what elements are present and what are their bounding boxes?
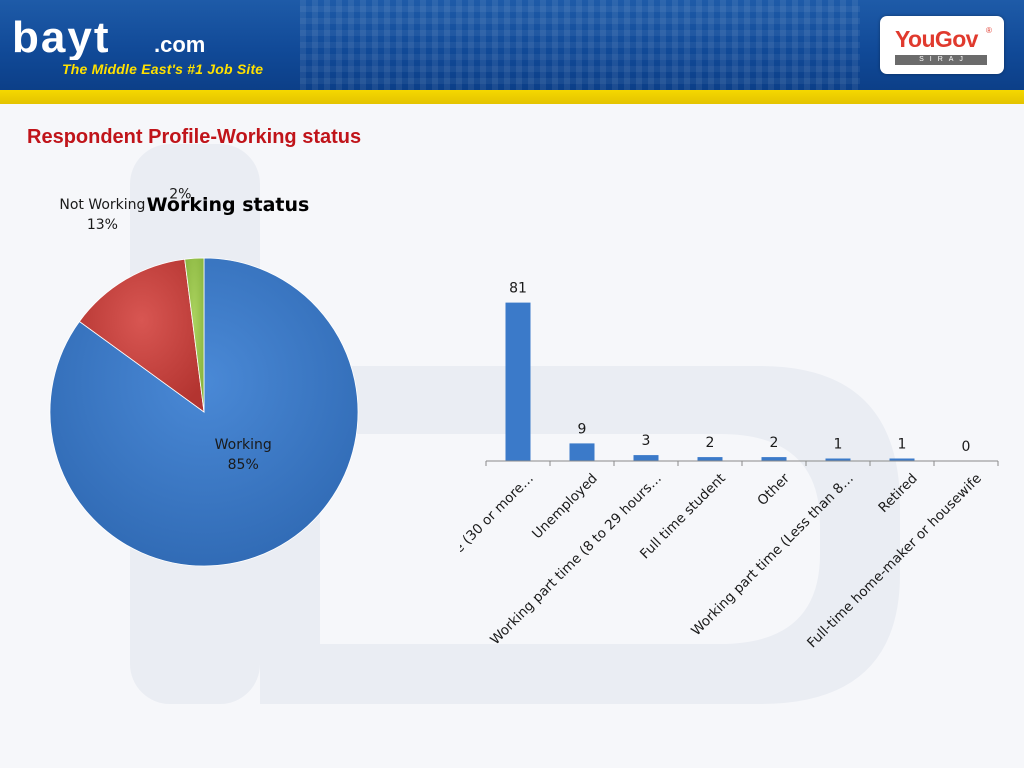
- pie-slices: [49, 257, 359, 567]
- header-accent-band: [0, 90, 1024, 104]
- pie-label-other: Other: [160, 180, 200, 182]
- bar-working-part-time-less-than-8: [825, 458, 851, 461]
- pie-slice-other: [184, 257, 205, 413]
- bar-marks: [505, 302, 915, 461]
- bar-other: [761, 457, 787, 461]
- page-title: Respondent Profile-Working status: [27, 126, 362, 148]
- header-banner: bayt .com The Middle East's #1 Job Site …: [0, 0, 1024, 90]
- x-tick-label: Retired: [875, 471, 920, 516]
- bayt-logo: bayt .com: [12, 16, 205, 60]
- bar-working-full-time-30-or-more: [505, 302, 531, 461]
- tagline: The Middle East's #1 Job Site: [62, 61, 264, 77]
- logo-word: bayt: [12, 16, 110, 60]
- bar-retired: [889, 458, 915, 461]
- yougov-subtitle: SIRAJ: [895, 55, 987, 65]
- logo-suffix: .com: [154, 32, 205, 57]
- pie-chart-title: Working status: [147, 194, 310, 216]
- bar-value-label: 0: [962, 439, 971, 455]
- x-tick-label: Other: [754, 470, 793, 509]
- bar-value-labels: 81 9 3 2 2 1 1 0: [509, 281, 970, 455]
- bar-value-label: 1: [898, 437, 907, 453]
- bar-value-label: 2: [770, 435, 779, 451]
- bar-working-part-time-8-to-29-hours: [633, 455, 659, 461]
- pie-slice-not-working: [78, 258, 205, 413]
- pie-label-working: Working: [215, 437, 272, 453]
- bar-full-time-student: [697, 457, 723, 461]
- x-axis-ticks: [485, 461, 999, 466]
- pie-pct-not-working: 13%: [87, 217, 118, 233]
- pie-labels: Working 85% Not Working 13% Other 2%: [59, 180, 271, 473]
- pie-pct-working: 85%: [228, 457, 259, 473]
- pie-label-not-working: Not Working: [59, 197, 145, 213]
- x-tick-label: Unemployed: [529, 471, 601, 543]
- working-status-pie-chart: Working status Working 85% Not Working 13% O…: [49, 180, 359, 567]
- header-pattern: [300, 0, 860, 90]
- bar-value-label: 1: [834, 437, 843, 453]
- x-axis-category-labels: Working full time (30 or more…Unemployed…: [460, 470, 985, 651]
- bar-value-label: 3: [642, 433, 651, 449]
- registered-mark-icon: ®: [986, 26, 992, 35]
- bar-value-label: 2: [706, 435, 715, 451]
- bar-value-label: 9: [578, 421, 587, 437]
- yougov-logo: YouGov ® SIRAJ: [880, 16, 1004, 74]
- bar-value-label: 81: [509, 281, 527, 297]
- yougov-wordmark: YouGov: [895, 26, 978, 52]
- bar-unemployed: [569, 443, 595, 461]
- working-status-bar-chart: 81 9 3 2 2 1 1 0 Working full time (30 or more……: [460, 281, 999, 651]
- pie-pct-other: 2%: [169, 186, 191, 202]
